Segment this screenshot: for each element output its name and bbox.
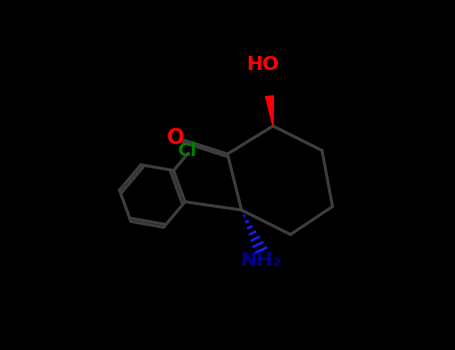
Text: O: O — [167, 128, 185, 148]
Text: HO: HO — [246, 55, 279, 74]
Text: Cl: Cl — [177, 142, 196, 160]
Polygon shape — [266, 96, 273, 126]
Text: NH₂: NH₂ — [240, 251, 281, 270]
